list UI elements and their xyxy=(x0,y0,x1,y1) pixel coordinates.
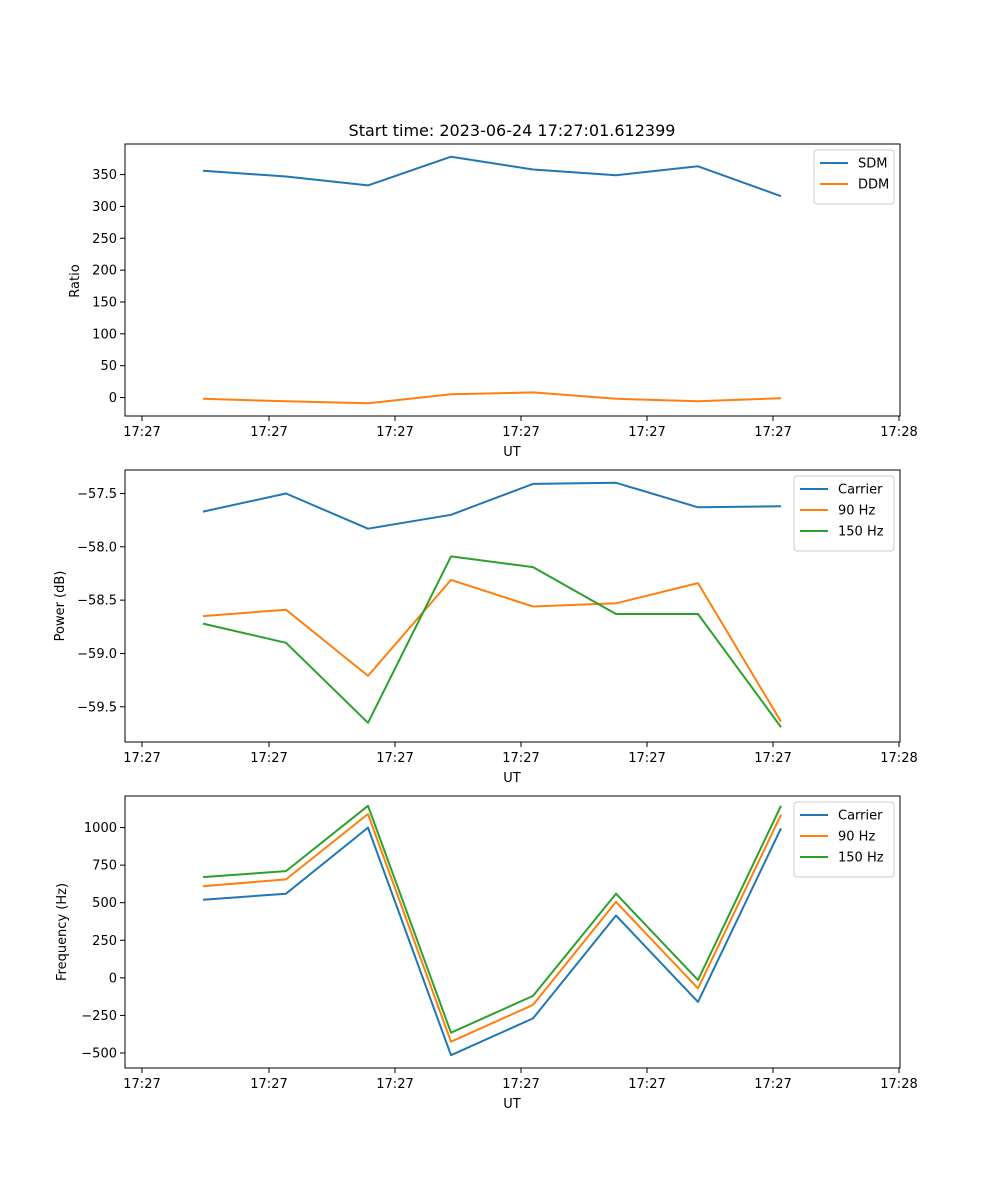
power-x-tick-label: 17:27 xyxy=(754,751,791,766)
frequency-plot-frame xyxy=(124,795,901,1069)
frequency-legend-label-150-hz: 150 Hz xyxy=(838,851,884,866)
power-x-tick-label: 17:27 xyxy=(628,751,665,766)
ratio-y-tick-label: 300 xyxy=(92,200,117,215)
ratio-series-sdm xyxy=(202,155,782,198)
power-legend-label-150-hz: 150 Hz xyxy=(838,525,884,540)
ratio-legend: SDM DDM xyxy=(813,149,895,205)
ratio-y-tick-label: 0 xyxy=(109,391,117,406)
power-x-tick-label: 17:27 xyxy=(250,751,287,766)
frequency-series-carrier xyxy=(202,826,782,1057)
ratio-y-tick-label: 100 xyxy=(92,327,117,342)
frequency-y-tick-label: −500 xyxy=(81,1046,117,1061)
ratio-x-tick-label: 17:27 xyxy=(123,425,160,440)
power-x-tick-label: 17:27 xyxy=(123,751,160,766)
frequency-series-90-hz xyxy=(202,813,782,1043)
power-legend-label-carrier: Carrier xyxy=(838,483,883,498)
power-panel: UT Power (dB) −59.5 −59.0 −58.5 −58.0 −57.5 1… xyxy=(53,469,918,786)
frequency-y-tick-label: 250 xyxy=(92,934,117,949)
ratio-legend-label-sdm: SDM xyxy=(858,157,887,172)
power-y-tick-label: −59.5 xyxy=(77,700,117,715)
frequency-x-tick-label: 17:27 xyxy=(754,1077,791,1092)
power-series-carrier xyxy=(202,481,782,530)
ratio-y-tick-label: 50 xyxy=(100,359,117,374)
power-legend-box xyxy=(793,475,895,552)
power-legend: Carrier 90 Hz 150 Hz xyxy=(793,475,895,552)
frequency-y-axis-label: Frequency (Hz) xyxy=(55,883,70,981)
frequency-x-tick-label: 17:27 xyxy=(250,1077,287,1092)
ratio-y-tick-label: 250 xyxy=(92,232,117,247)
power-x-axis-label: UT xyxy=(503,771,521,786)
frequency-y-tick-label: 0 xyxy=(109,971,117,986)
power-plot-frame xyxy=(124,469,901,743)
ratio-y-tick-label: 150 xyxy=(92,295,117,310)
ratio-y-axis-label: Ratio xyxy=(68,264,83,297)
frequency-y-tick-label: −250 xyxy=(81,1009,117,1024)
frequency-legend-box xyxy=(793,801,895,878)
power-series-90-hz xyxy=(202,578,782,723)
frequency-y-tick-label: 1000 xyxy=(84,821,117,836)
frequency-x-axis-label: UT xyxy=(503,1097,521,1112)
frequency-legend: Carrier 90 Hz 150 Hz xyxy=(793,801,895,878)
power-x-tick-label: 17:28 xyxy=(880,751,917,766)
frequency-x-tick-label: 17:27 xyxy=(502,1077,539,1092)
frequency-y-tick-label: 750 xyxy=(92,859,117,874)
ratio-plot-frame xyxy=(124,143,901,417)
frequency-x-tick-label: 17:27 xyxy=(376,1077,413,1092)
chart-title: Start time: 2023-06-24 17:27:01.612399 xyxy=(349,121,676,140)
ratio-x-tick-label: 17:27 xyxy=(628,425,665,440)
ratio-x-tick-label: 17:27 xyxy=(250,425,287,440)
frequency-y-tick-label: 500 xyxy=(92,896,117,911)
frequency-x-tick-label: 17:28 xyxy=(880,1077,917,1092)
frequency-legend-label-90-hz: 90 Hz xyxy=(838,830,875,845)
ratio-legend-label-ddm: DDM xyxy=(858,178,889,193)
frequency-x-tick-label: 17:27 xyxy=(123,1077,160,1092)
ratio-x-tick-label: 17:28 xyxy=(880,425,917,440)
power-y-tick-label: −57.5 xyxy=(77,487,117,502)
power-legend-label-90-hz: 90 Hz xyxy=(838,504,875,519)
power-x-tick-label: 17:27 xyxy=(376,751,413,766)
ratio-x-tick-label: 17:27 xyxy=(376,425,413,440)
power-y-tick-label: −59.0 xyxy=(77,647,117,662)
power-x-tick-label: 17:27 xyxy=(502,751,539,766)
ratio-y-tick-label: 200 xyxy=(92,264,117,279)
ratio-x-axis-label: UT xyxy=(503,445,521,460)
frequency-x-tick-label: 17:27 xyxy=(628,1077,665,1092)
power-y-tick-label: −58.0 xyxy=(77,540,117,555)
ratio-series-ddm xyxy=(202,391,782,405)
ratio-y-tick-label: 350 xyxy=(92,168,117,183)
power-y-axis-label: Power (dB) xyxy=(53,571,68,642)
power-y-tick-label: −58.5 xyxy=(77,594,117,609)
ratio-x-tick-label: 17:27 xyxy=(502,425,539,440)
ratio-x-tick-label: 17:27 xyxy=(754,425,791,440)
power-series-150-hz xyxy=(202,555,782,728)
frequency-legend-label-carrier: Carrier xyxy=(838,809,883,824)
ratio-panel: UT Ratio 0 50 100 150 200 250 300 350 17:27 17:27… xyxy=(68,143,918,460)
frequency-series-150-hz xyxy=(202,804,782,1034)
frequency-panel: UT Frequency (Hz) −500 −250 0 250 500 750 1000… xyxy=(55,795,918,1112)
